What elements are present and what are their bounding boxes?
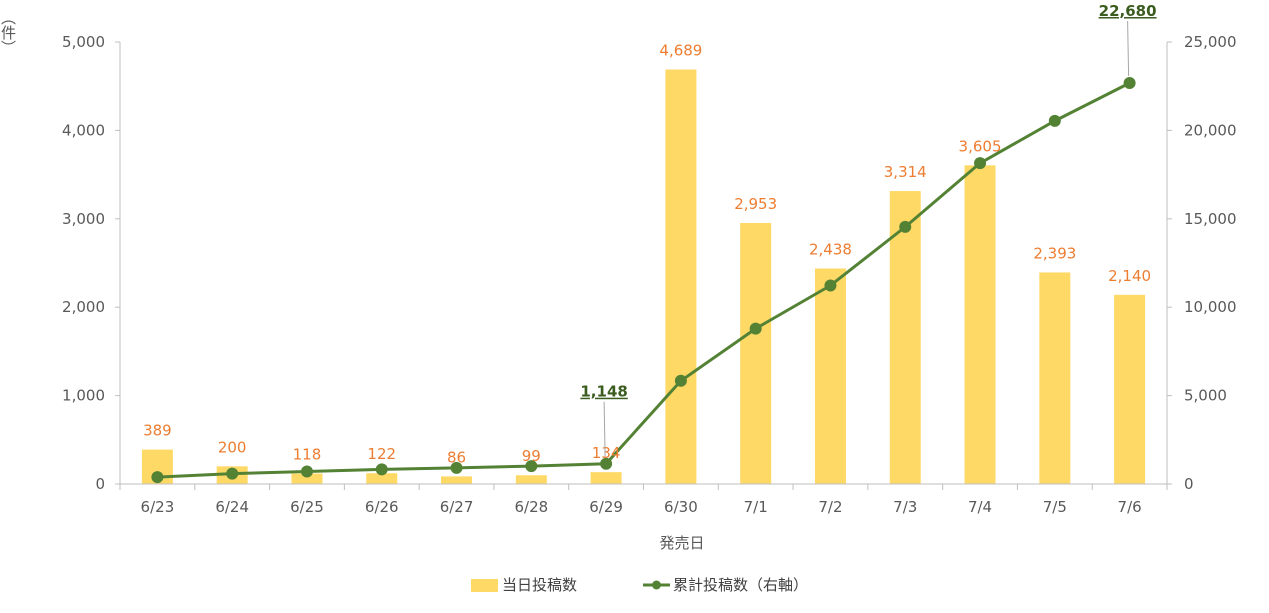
right-axis-tick-label: 0 bbox=[1184, 475, 1194, 493]
bar bbox=[814, 268, 846, 484]
line-point bbox=[600, 457, 613, 470]
line-point bbox=[974, 157, 987, 170]
x-axis-tick-label: 6/30 bbox=[664, 498, 698, 516]
line-callout-label: 22,680 bbox=[1099, 2, 1157, 20]
left-axis-tick-label: 5,000 bbox=[62, 33, 105, 51]
legend-line-marker bbox=[652, 580, 661, 590]
x-axis-tick-label: 6/23 bbox=[141, 498, 175, 516]
left-y-axis: 0 1,000 2,000 3,000 4,000 5,000 bbox=[62, 33, 121, 493]
bar-data-label: 2,438 bbox=[809, 240, 852, 258]
bar bbox=[889, 191, 921, 484]
bar-data-label: 3,314 bbox=[884, 163, 927, 181]
line-series bbox=[151, 77, 1136, 484]
line-point bbox=[899, 220, 912, 233]
bar-data-label: 4,689 bbox=[659, 41, 702, 59]
line-point bbox=[375, 463, 388, 476]
x-axis-title: 発売日 bbox=[659, 534, 704, 552]
bar bbox=[291, 473, 323, 484]
x-axis-tick-label: 6/29 bbox=[589, 498, 623, 516]
right-axis-tick-label: 10,000 bbox=[1184, 298, 1237, 316]
bar-data-label: 3,605 bbox=[959, 137, 1002, 155]
x-axis-tick-label: 7/3 bbox=[893, 498, 917, 516]
line-point bbox=[749, 322, 762, 335]
legend-bar-swatch bbox=[471, 579, 498, 592]
bar bbox=[590, 472, 622, 484]
line-point bbox=[1123, 77, 1136, 90]
cumulative-line bbox=[157, 81, 1131, 479]
x-axis-tick-label: 6/27 bbox=[440, 498, 474, 516]
left-axis-tick-label: 1,000 bbox=[62, 387, 105, 405]
bar-data-label: 99 bbox=[522, 447, 541, 465]
legend: 当日投稿数 累計投稿数（右軸） bbox=[471, 576, 808, 594]
bar-data-label: 2,393 bbox=[1033, 244, 1076, 262]
bar bbox=[665, 69, 697, 484]
bar bbox=[1039, 272, 1071, 484]
bar-data-label: 122 bbox=[367, 445, 396, 463]
x-axis-tick-label: 6/24 bbox=[215, 498, 249, 516]
bar bbox=[441, 476, 473, 484]
bar-data-labels: 389 200 118 122 86 99 134 4,689 2,953 2,438 3,314 3… bbox=[143, 41, 1151, 466]
right-y-axis: 0 5,000 10,000 15,000 20,000 25,000 bbox=[1166, 33, 1237, 493]
bar-series bbox=[141, 69, 1146, 484]
left-axis-tick-label: 0 bbox=[95, 475, 105, 493]
line-point bbox=[300, 465, 313, 478]
line-point bbox=[450, 461, 463, 474]
bar bbox=[740, 222, 772, 484]
x-axis-tick-label: 7/6 bbox=[1118, 498, 1142, 516]
bar-data-label: 2,140 bbox=[1108, 267, 1151, 285]
bar bbox=[1114, 294, 1146, 484]
bar bbox=[964, 165, 996, 484]
right-axis-tick-label: 25,000 bbox=[1184, 33, 1237, 51]
line-point bbox=[151, 471, 164, 484]
x-axis-tick-label: 7/2 bbox=[818, 498, 842, 516]
bar bbox=[366, 473, 398, 484]
bar-data-label: 118 bbox=[293, 446, 322, 464]
left-axis-tick-label: 3,000 bbox=[62, 210, 105, 228]
line-callouts: 1,148 22,680 bbox=[580, 2, 1157, 457]
bar-data-label: 389 bbox=[143, 422, 172, 440]
left-axis-tick-label: 2,000 bbox=[62, 298, 105, 316]
line-point bbox=[1048, 114, 1061, 127]
line-point bbox=[525, 460, 538, 473]
bar-data-label: 200 bbox=[218, 438, 247, 456]
line-point bbox=[226, 467, 239, 480]
bar-data-label: 134 bbox=[592, 444, 621, 462]
bar-data-label: 86 bbox=[447, 448, 466, 466]
x-axis-tick-label: 7/5 bbox=[1043, 498, 1067, 516]
line-point bbox=[824, 279, 837, 292]
right-axis-tick-label: 5,000 bbox=[1184, 387, 1227, 405]
legend-bar-label: 当日投稿数 bbox=[502, 576, 577, 594]
legend-line-label: 累計投稿数（右軸） bbox=[673, 576, 808, 594]
x-axis: 6/23 6/24 6/25 6/26 6/27 6/28 6/29 6/30 7/1 7/2 7/… bbox=[119, 483, 1168, 516]
x-axis-tick-label: 6/25 bbox=[290, 498, 324, 516]
line-point bbox=[674, 374, 687, 387]
left-axis-unit-label: （件） bbox=[0, 10, 17, 55]
callout-leader-line bbox=[1127, 21, 1130, 77]
x-axis-tick-label: 6/26 bbox=[365, 498, 399, 516]
line-callout-label: 1,148 bbox=[580, 383, 627, 401]
x-axis-tick-label: 7/1 bbox=[744, 498, 768, 516]
callout-leader-line bbox=[603, 401, 606, 457]
x-axis-tick-label: 7/4 bbox=[968, 498, 992, 516]
right-axis-tick-label: 20,000 bbox=[1184, 121, 1237, 139]
x-axis-tick-label: 6/28 bbox=[514, 498, 548, 516]
right-axis-tick-label: 15,000 bbox=[1184, 210, 1237, 228]
left-axis-tick-label: 4,000 bbox=[62, 121, 105, 139]
bar-data-label: 2,953 bbox=[734, 195, 777, 213]
bar bbox=[515, 475, 547, 484]
